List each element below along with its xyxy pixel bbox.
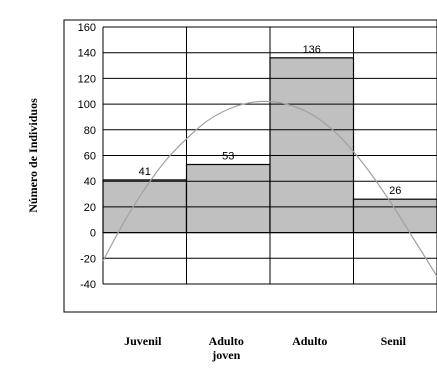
category-label: Juvenil	[124, 334, 162, 348]
y-tick-label: 120	[78, 73, 96, 85]
y-tick-label: 100	[78, 99, 96, 111]
data-label: 26	[389, 185, 401, 197]
bar-adulto	[269, 57, 355, 234]
category-label: Adulto	[209, 334, 244, 348]
bar-senil	[352, 198, 437, 234]
bar-adulto-joven	[185, 163, 271, 234]
y-axis-label: Número de Individuos	[26, 98, 40, 213]
y-tick-label: 40	[84, 176, 96, 188]
y-tick-label: 60	[84, 151, 96, 163]
category-label: joven	[211, 348, 240, 362]
category-label: Adulto	[292, 334, 327, 348]
fitted-curve	[102, 100, 437, 277]
data-label: 53	[222, 150, 234, 162]
y-tick-label: 140	[78, 48, 96, 60]
data-label: 136	[303, 44, 321, 56]
y-tick-label: 20	[84, 202, 96, 214]
y-tick-label: -20	[80, 253, 96, 265]
y-tick-label: -40	[80, 279, 96, 291]
data-label: 41	[139, 166, 151, 178]
y-tick-label: 80	[84, 125, 96, 137]
bar-juvenil	[102, 179, 188, 234]
y-tick-label: 160	[78, 22, 96, 34]
category-label: Senil	[381, 334, 407, 348]
y-tick-label: 0	[90, 228, 96, 240]
